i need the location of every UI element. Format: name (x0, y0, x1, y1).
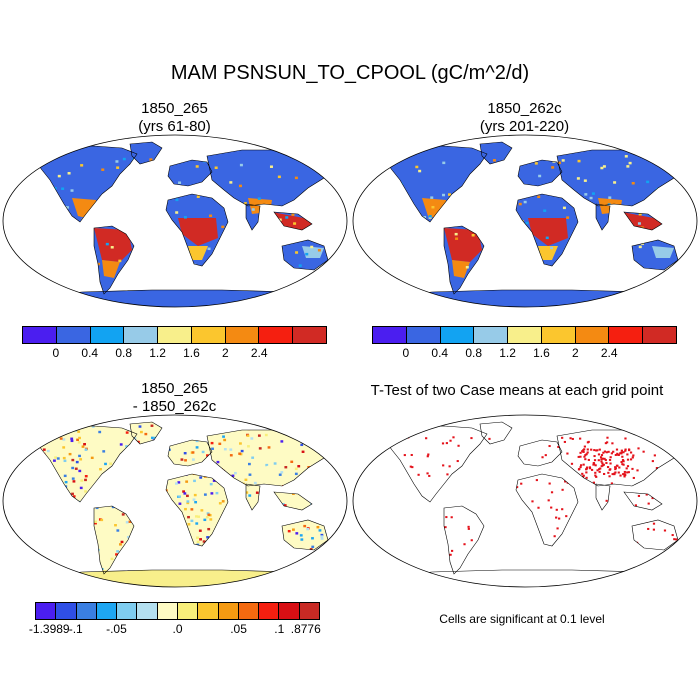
panel-2-title: 1850_262c (yrs 201-220) (372, 100, 677, 136)
colorbar-3-swatch (96, 603, 118, 619)
colorbar-2-swatch (373, 327, 407, 343)
colorbar-3-swatch (56, 603, 77, 619)
colorbar-2-swatch (474, 327, 509, 343)
colorbar-1-swatch (23, 327, 57, 343)
colorbar-1-swatch (56, 327, 91, 343)
colorbar-1-tick-label: 1.2 (149, 346, 166, 360)
colorbar-3-swatch (218, 603, 239, 619)
colorbar-panel-2-ticks: 0 0.4 0.8 1.2 1.6 2 2.4 (372, 346, 677, 362)
map-panel-1 (2, 134, 348, 308)
colorbar-3-swatch (137, 603, 158, 619)
colorbar-panel-1 (22, 326, 327, 344)
colorbar-3-swatch (279, 603, 300, 619)
colorbar-2-swatch (541, 327, 576, 343)
colorbar-panel-3 (35, 602, 320, 620)
colorbar-1-swatch (158, 327, 192, 343)
panel-2-title-line1: 1850_262c (487, 100, 562, 117)
panel-2-title-line2: (yrs 201-220) (479, 118, 570, 135)
panel-1-title: 1850_265 (yrs 61-80) (22, 100, 327, 136)
colorbar-1-tick-label: 0.8 (115, 346, 132, 360)
colorbar-2-tick-label: 0 (402, 346, 410, 360)
colorbar-2-swatch (575, 327, 610, 343)
colorbar-3-swatch (36, 603, 57, 619)
colorbar-1-tick-label: 2.4 (250, 346, 268, 360)
colorbar-2-tick-label: 2 (571, 346, 579, 360)
colorbar-panel-2 (372, 326, 677, 344)
colorbar-3-swatch (157, 603, 178, 619)
colorbar-panel-1-ticks: 0 0.4 0.8 1.2 1.6 2 2.4 (22, 346, 327, 362)
map-panel-4 (352, 414, 698, 588)
colorbar-3-swatch (177, 603, 199, 619)
colorbar-3-tick-label: .8776 (290, 622, 321, 636)
colorbar-3-swatch (76, 603, 97, 619)
panel-1-title-line2: (yrs 61-80) (138, 118, 211, 135)
colorbar-3-tick-label: -.05 (106, 622, 127, 636)
colorbar-3-swatch (238, 603, 260, 619)
significance-note: Cells are significant at 0.1 level (439, 612, 605, 626)
colorbar-2-swatch (440, 327, 475, 343)
colorbar-1-swatch (225, 327, 260, 343)
map-panel-3 (2, 414, 348, 588)
colorbar-2-swatch (609, 327, 644, 343)
figure-title: MAM PSNSUN_TO_CPOOL (gC/m^2/d) (170, 62, 530, 84)
colorbar-2-tick-label: 1.6 (533, 346, 550, 360)
panel-3-title-line1: 1850_265 (141, 380, 208, 397)
colorbar-2-tick-label: 2.4 (600, 346, 618, 360)
colorbar-2-tick-label: 0.8 (465, 346, 482, 360)
colorbar-panel-3-ticks: -1.3989 -.1 -.05 .0 .05 .1 .8776 (29, 622, 321, 638)
colorbar-1-swatch (191, 327, 226, 343)
panel-3-title-line2: - 1850_262c (132, 398, 217, 415)
colorbar-3-tick-label: -.1 (68, 622, 83, 636)
colorbar-1-tick-label: 0.4 (81, 346, 99, 360)
colorbar-3-swatch (117, 603, 138, 619)
panel-4-title: T-Test of two Case means at each grid po… (370, 382, 664, 399)
map-panel-2 (352, 134, 698, 308)
colorbar-2-tick-label: 0.4 (431, 346, 449, 360)
colorbar-2-tick-label: 1.2 (499, 346, 516, 360)
colorbar-1-tick-label: 2 (221, 346, 229, 360)
colorbar-2-swatch (508, 327, 542, 343)
colorbar-3-tick-label: -1.3989 (28, 622, 70, 636)
panel-1-title-line1: 1850_265 (141, 100, 208, 117)
colorbar-1-tick-label: 1.6 (183, 346, 200, 360)
panel-3-title: 1850_265 - 1850_262c (22, 380, 327, 416)
colorbar-1-swatch (124, 327, 159, 343)
colorbar-1-tick-label: 0 (52, 346, 60, 360)
colorbar-1-swatch (90, 327, 125, 343)
colorbar-1-swatch (293, 327, 327, 343)
colorbar-3-tick-label: .1 (274, 622, 285, 636)
colorbar-2-swatch (406, 327, 441, 343)
colorbar-3-tick-label: .05 (230, 622, 247, 636)
colorbar-3-tick-label: .0 (172, 622, 183, 636)
colorbar-3-swatch (259, 603, 280, 619)
colorbar-1-swatch (259, 327, 294, 343)
colorbar-3-swatch (299, 603, 319, 619)
colorbar-3-swatch (198, 603, 219, 619)
colorbar-2-swatch (643, 327, 677, 343)
